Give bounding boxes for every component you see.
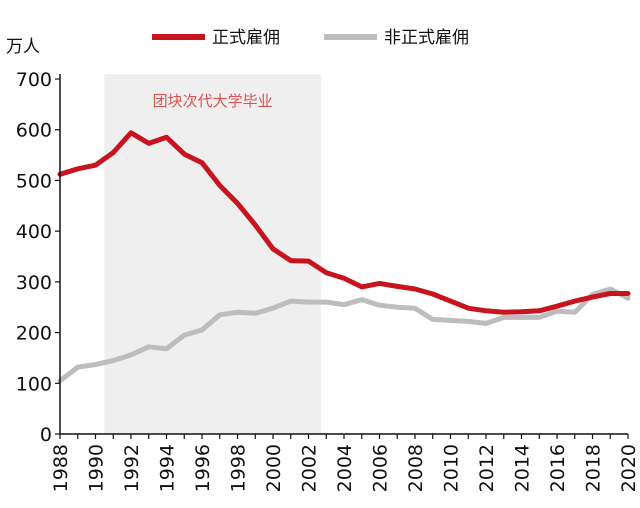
x-tick-label: 2012 <box>476 444 498 492</box>
y-tick-label: 700 <box>16 69 52 91</box>
y-tick-label: 500 <box>16 170 52 192</box>
series-line-nonregular <box>57 286 631 384</box>
legend: 正式雇佣 非正式雇佣 <box>152 28 469 48</box>
x-tick-label: 2000 <box>263 444 285 492</box>
series-layer <box>57 130 631 384</box>
highlight-band-label: 团块次代大学毕业 <box>153 92 273 110</box>
x-tick-label: 1996 <box>192 444 214 492</box>
x-tick-label: 1998 <box>228 444 250 492</box>
legend-label-nonregular: 非正式雇佣 <box>384 28 469 48</box>
x-tick-label: 2004 <box>334 444 356 492</box>
x-tick-label: 1988 <box>50 444 72 492</box>
x-tick-label: 1992 <box>121 444 143 492</box>
x-tick-label: 2010 <box>441 444 463 492</box>
x-tick-label: 2008 <box>405 444 427 492</box>
highlight-band: 团块次代大学毕业 <box>104 74 321 434</box>
legend-label-regular: 正式雇佣 <box>212 28 280 48</box>
y-tick-label: 600 <box>16 120 52 142</box>
x-tick-label: 2014 <box>512 444 534 492</box>
highlight-band-area <box>104 74 321 434</box>
x-tick-label: 2016 <box>547 444 569 492</box>
y-tick-label: 400 <box>16 221 52 243</box>
series-line-regular <box>57 130 631 315</box>
x-tick-label: 1990 <box>86 444 108 492</box>
x-tick-label: 2002 <box>299 444 321 492</box>
x-tick-label: 1994 <box>157 444 179 492</box>
y-tick-label: 200 <box>16 323 52 345</box>
x-tick-label: 2020 <box>618 444 640 492</box>
y-tick-label: 100 <box>16 373 52 395</box>
y-axis-unit-label: 万人 <box>6 37 40 57</box>
x-tick-label: 2006 <box>370 444 392 492</box>
x-tick-label: 2018 <box>583 444 605 492</box>
y-tick-label: 0 <box>40 424 52 446</box>
y-tick-label: 300 <box>16 272 52 294</box>
axes: 0 100 200 300 400 500 600 700 1988 1990 1992 1994 19… <box>16 69 640 492</box>
